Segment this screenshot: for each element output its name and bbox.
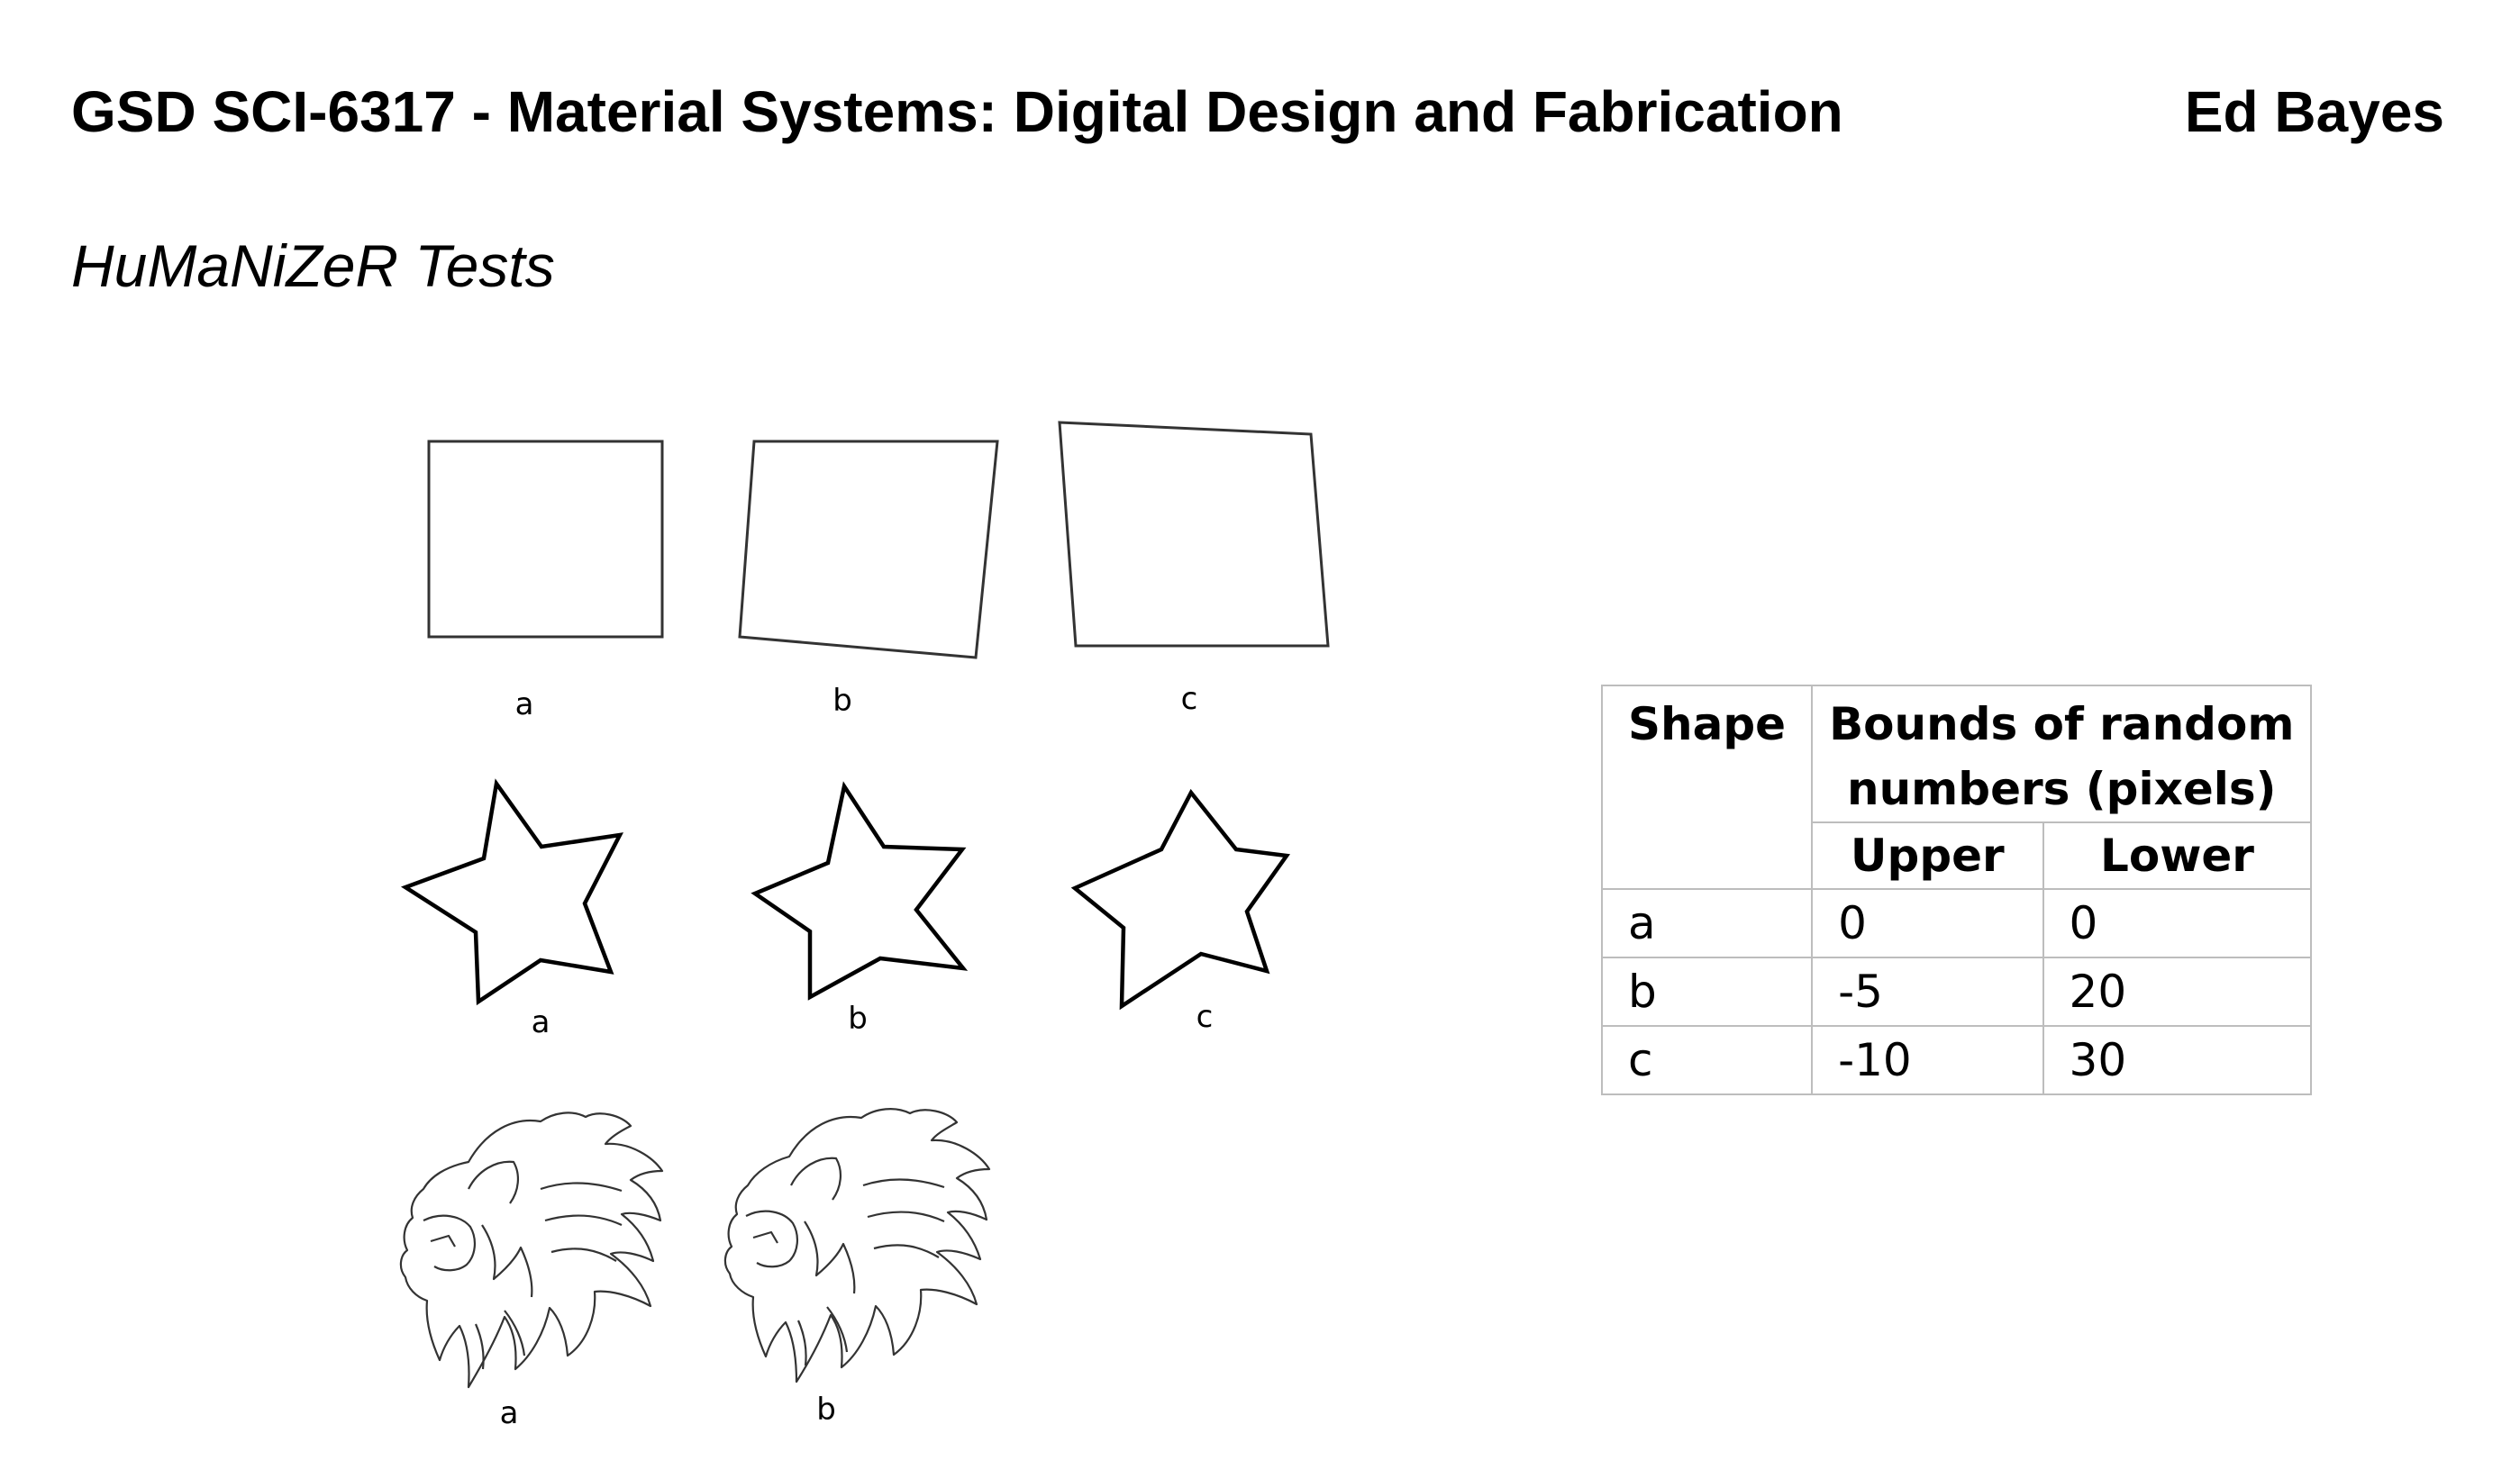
header-bounds-line1: Bounds of random: [1829, 698, 2295, 750]
header-bounds: Bounds of random numbers (pixels): [1811, 685, 2313, 823]
table-subheader-row: Upper Lower: [1602, 821, 2313, 890]
row-shape: b: [1600, 957, 1814, 1027]
author-name: Ed Bayes: [2184, 79, 2444, 144]
header-bounds-line2: numbers (pixels): [1846, 763, 2277, 815]
lion-a-label: a: [500, 1395, 519, 1431]
star-c-shape: [1070, 788, 1291, 1011]
star-c-label: c: [1196, 999, 1214, 1035]
header-upper: Upper: [1811, 821, 2044, 890]
square-a-label: a: [515, 686, 534, 722]
header-shape: Shape: [1600, 685, 1814, 890]
star-a-shape: [400, 778, 624, 1006]
square-a-shape: [427, 440, 664, 639]
table-row: b -5 20: [1600, 957, 2313, 1027]
lion-b-shape: [723, 1108, 991, 1384]
star-b-label: b: [848, 1001, 868, 1037]
page-subtitle: HuMaNiZeR Tests: [71, 232, 555, 299]
table-row: a 0 0: [1600, 888, 2313, 958]
table-row: c -10 30: [1600, 1025, 2313, 1095]
row-shape: a: [1600, 888, 1814, 958]
bounds-table: Shape Bounds of random numbers (pixels) …: [1600, 685, 2313, 1095]
row-upper: 0: [1811, 888, 2044, 958]
row-upper: -5: [1811, 957, 2044, 1027]
course-title: GSD SCI-6317 - Material Systems: Digital…: [71, 79, 1843, 144]
row-lower: 30: [2042, 1025, 2313, 1095]
stars-row: [400, 778, 1291, 1011]
square-c-shape: [1058, 421, 1330, 648]
star-b-shape: [751, 781, 969, 1001]
header-lower: Lower: [2042, 821, 2313, 890]
table-header-row: Shape Bounds of random numbers (pixels): [1600, 685, 2313, 890]
squares-row: [427, 421, 1330, 659]
star-a-label: a: [532, 1004, 550, 1040]
lion-b-label: b: [816, 1392, 836, 1428]
row-lower: 20: [2042, 957, 2313, 1027]
square-b-label: b: [832, 683, 852, 719]
square-b-shape: [738, 440, 999, 659]
row-lower: 0: [2042, 888, 2313, 958]
row-upper: -10: [1811, 1025, 2044, 1095]
row-shape: c: [1600, 1025, 1814, 1095]
square-c-label: c: [1181, 681, 1198, 717]
lion-a-shape: [399, 1112, 664, 1389]
